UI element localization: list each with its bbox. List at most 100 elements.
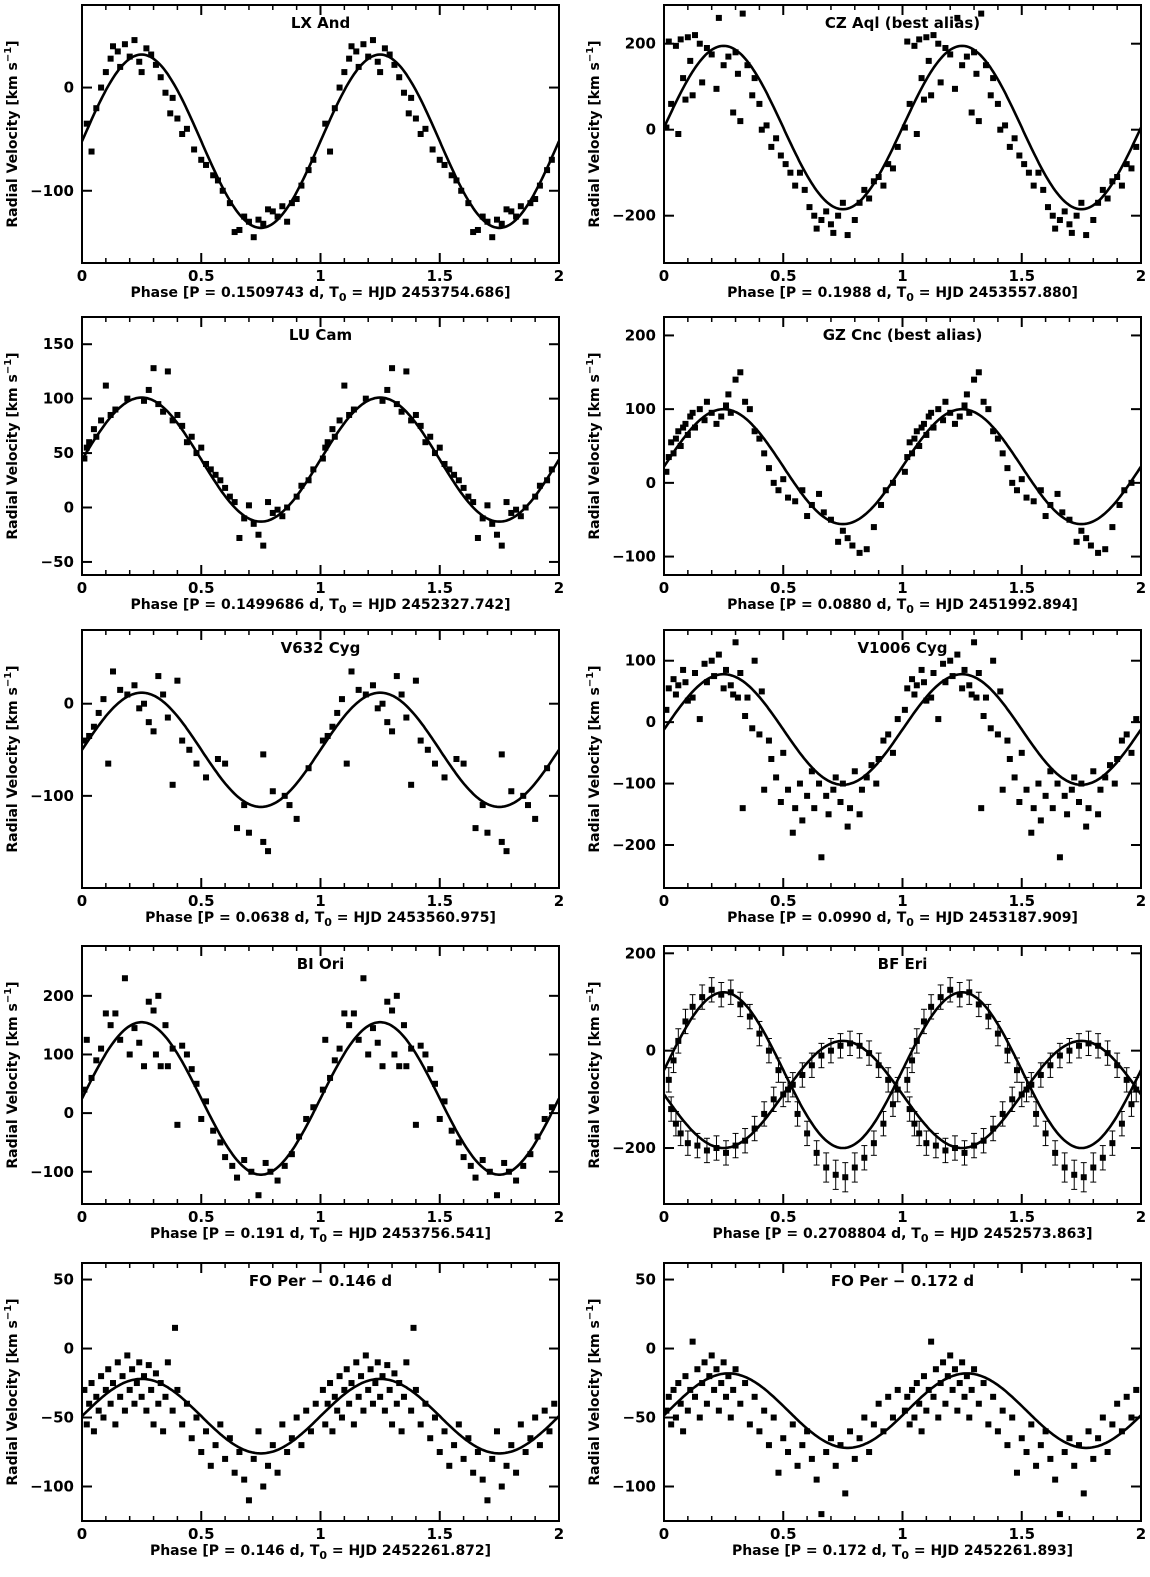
x-tick-label: 1.5 bbox=[1008, 267, 1035, 285]
data-point bbox=[145, 719, 152, 726]
data-point bbox=[925, 413, 932, 420]
data-point bbox=[737, 670, 744, 676]
data-point bbox=[1118, 182, 1125, 189]
data-point bbox=[362, 395, 369, 402]
data-point bbox=[548, 466, 555, 473]
data-point bbox=[362, 1352, 369, 1359]
data-point bbox=[532, 493, 539, 500]
data-point bbox=[331, 1393, 338, 1400]
data-point bbox=[346, 411, 353, 418]
data-point bbox=[534, 1133, 541, 1140]
data-point bbox=[799, 1072, 806, 1078]
data-point bbox=[374, 705, 381, 712]
data-point bbox=[143, 1407, 150, 1414]
data-point bbox=[86, 439, 93, 446]
data-point bbox=[696, 716, 703, 723]
data-point bbox=[145, 1362, 152, 1369]
data-point bbox=[248, 1168, 255, 1175]
data-point bbox=[288, 1151, 295, 1158]
data-point bbox=[875, 756, 882, 762]
data-point bbox=[689, 1338, 696, 1345]
data-point bbox=[720, 62, 727, 69]
data-point bbox=[150, 1421, 157, 1428]
data-point bbox=[918, 666, 925, 673]
x-tick-label: 1.5 bbox=[426, 1525, 453, 1543]
fit-curve bbox=[664, 407, 1141, 526]
plot-area bbox=[82, 37, 559, 241]
data-point bbox=[324, 1400, 331, 1407]
data-point bbox=[703, 1147, 710, 1154]
data-point bbox=[536, 1442, 543, 1449]
data-point bbox=[470, 229, 477, 236]
data-point bbox=[102, 1010, 109, 1017]
data-point bbox=[1035, 169, 1042, 176]
data-point bbox=[959, 685, 966, 692]
data-point bbox=[885, 1393, 892, 1400]
x-axis-label: Phase [P = 0.0880 d, T0 = HJD 2451992.89… bbox=[727, 597, 1078, 616]
y-tick-label: −100 bbox=[30, 182, 74, 200]
data-point bbox=[677, 36, 684, 43]
y-tick-label: 0 bbox=[64, 499, 74, 517]
data-point bbox=[923, 697, 930, 704]
data-point bbox=[212, 1442, 219, 1449]
data-point bbox=[393, 992, 400, 999]
data-point bbox=[172, 1324, 179, 1331]
data-point bbox=[269, 208, 276, 215]
x-tick-label: 1 bbox=[897, 1208, 907, 1226]
data-point bbox=[773, 774, 780, 781]
data-point bbox=[1106, 762, 1113, 769]
data-point bbox=[925, 1386, 932, 1393]
x-axis-label: Phase [P = 0.172 d, T0 = HJD 2452261.893… bbox=[732, 1543, 1073, 1562]
data-point bbox=[935, 40, 942, 47]
data-point bbox=[1099, 1414, 1106, 1421]
data-point bbox=[82, 455, 88, 462]
x-tick-label: 0.5 bbox=[188, 267, 215, 285]
data-point bbox=[169, 417, 176, 424]
data-point bbox=[245, 829, 252, 836]
data-point bbox=[377, 1393, 384, 1400]
data-point bbox=[422, 1400, 429, 1407]
data-point bbox=[1099, 186, 1106, 193]
data-point bbox=[296, 1133, 303, 1140]
data-point bbox=[479, 1157, 486, 1164]
y-tick-label: 0 bbox=[646, 121, 656, 139]
data-point bbox=[761, 786, 768, 793]
data-point bbox=[136, 58, 143, 65]
x-axis-label: Phase [P = 0.0990 d, T0 = HJD 2453187.90… bbox=[727, 910, 1078, 929]
data-point bbox=[307, 1428, 314, 1435]
data-point bbox=[1083, 823, 1090, 830]
data-point bbox=[949, 1386, 956, 1393]
x-tick-label: 1 bbox=[315, 579, 325, 597]
data-point bbox=[792, 498, 799, 505]
data-point bbox=[93, 433, 100, 440]
data-point bbox=[789, 1421, 796, 1428]
data-point bbox=[150, 728, 157, 735]
data-point bbox=[744, 62, 751, 69]
data-point bbox=[758, 126, 765, 133]
data-point bbox=[687, 413, 694, 420]
x-tick-label: 2 bbox=[1136, 1208, 1146, 1226]
data-point bbox=[1056, 854, 1063, 861]
y-tick-label: −100 bbox=[612, 775, 656, 793]
data-point bbox=[1128, 165, 1135, 172]
data-point bbox=[410, 1324, 417, 1331]
data-point bbox=[794, 1110, 801, 1117]
data-point bbox=[665, 454, 672, 461]
data-point bbox=[668, 439, 675, 446]
data-point bbox=[83, 1421, 90, 1428]
data-point bbox=[381, 1407, 388, 1414]
data-point bbox=[1033, 1110, 1040, 1117]
data-point bbox=[973, 70, 980, 77]
data-point bbox=[1061, 208, 1068, 215]
data-point bbox=[374, 58, 381, 65]
x-tick-label: 1.5 bbox=[426, 579, 453, 597]
data-point bbox=[715, 14, 722, 21]
data-point bbox=[975, 1400, 982, 1407]
data-point bbox=[508, 788, 515, 795]
data-point bbox=[794, 1462, 801, 1469]
data-point bbox=[727, 682, 734, 689]
x-tick-label: 2 bbox=[1136, 892, 1146, 910]
fit-curve bbox=[664, 991, 1141, 1150]
data-point bbox=[484, 1497, 491, 1504]
data-point bbox=[551, 1400, 558, 1407]
